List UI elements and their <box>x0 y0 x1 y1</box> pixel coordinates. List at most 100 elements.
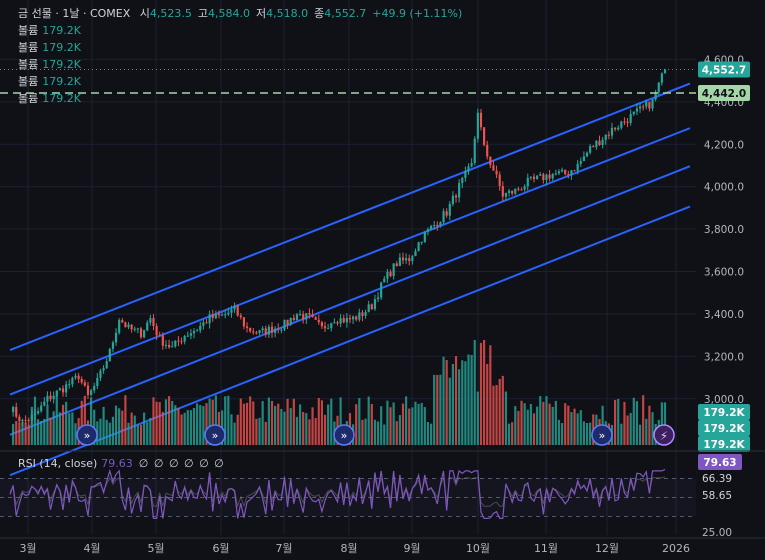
volume-bar <box>526 409 529 445</box>
volume-bar <box>507 423 511 445</box>
price-tick-label: 3,600.0 <box>704 267 744 279</box>
time-tick-label: 5월 <box>147 542 164 555</box>
volume-bar <box>358 398 361 445</box>
candle-body <box>545 174 548 181</box>
candle-body <box>205 322 208 324</box>
trend-channel-line[interactable] <box>9 165 691 436</box>
volume-bar <box>454 356 458 445</box>
candle-body <box>411 256 414 262</box>
candle-body <box>33 413 37 415</box>
high-label: 고 <box>197 7 209 20</box>
volume-bar <box>330 398 333 445</box>
candle-body <box>370 304 373 310</box>
candle-body <box>274 328 277 333</box>
volume-bar <box>648 405 651 445</box>
volume-bar <box>99 418 102 445</box>
candle-body <box>227 312 230 315</box>
rsi-legend[interactable]: RSI (14, close) 79.63 ∅ ∅ ∅ ∅ ∅ ∅ <box>18 457 225 470</box>
volume-bar <box>542 401 545 445</box>
volume-bar <box>511 422 514 445</box>
volume-bar <box>49 417 52 445</box>
event-marker-icon[interactable] <box>591 424 613 446</box>
candle-body <box>65 384 68 393</box>
candle-body <box>620 121 623 128</box>
candle-body <box>18 416 21 422</box>
event-marker-icon[interactable] <box>204 424 226 446</box>
volume-bar <box>192 407 196 445</box>
volume-badge: 179.2K <box>703 407 745 419</box>
symbol-header: 금 선물 · 1날 · COMEX 시4,523.5 고4,584.0 저4,518… <box>18 5 468 21</box>
volume-legend[interactable]: 볼륨 179.2K <box>18 90 81 106</box>
last-price-badge-bg <box>698 61 750 78</box>
candle-body <box>564 169 567 175</box>
volume-bar <box>473 340 476 445</box>
candle-body <box>43 401 46 406</box>
volume-bar <box>617 398 620 445</box>
volume-bar <box>564 403 567 445</box>
volume-bar <box>274 405 277 445</box>
volume-bar <box>245 402 249 445</box>
event-markers[interactable]: » » » » ⚡ <box>76 424 675 446</box>
trend-channel-line[interactable] <box>9 82 691 351</box>
candle-body <box>27 420 30 422</box>
event-marker-icon[interactable] <box>333 424 355 446</box>
candle-body <box>617 127 620 130</box>
volume-bar <box>489 345 492 445</box>
volume-bar <box>18 422 21 445</box>
lightning-icon[interactable] <box>653 424 675 446</box>
volume-bar <box>15 420 18 445</box>
volume-label: 볼륨 <box>18 92 39 105</box>
volume-bar <box>314 418 317 445</box>
price-tick-label: 3,400.0 <box>704 309 744 321</box>
volume-label: 볼륨 <box>18 41 39 54</box>
candle-body <box>623 121 626 123</box>
volume-legend[interactable]: 볼륨 179.2K <box>18 22 81 38</box>
volume-bar <box>361 419 364 445</box>
time-tick-label: 6월 <box>212 542 229 555</box>
volume-bar <box>277 403 280 445</box>
low-value: 4,518.0 <box>266 7 309 20</box>
candle-body <box>230 309 233 313</box>
candle-body <box>264 328 267 335</box>
candle-body <box>143 330 146 338</box>
volume-bar <box>90 397 93 445</box>
candle-body <box>252 331 255 333</box>
candle-body <box>55 390 58 396</box>
candle-body <box>654 92 657 100</box>
volume-legend[interactable]: 볼륨 179.2K <box>18 73 81 89</box>
volume-bar <box>573 408 576 445</box>
candle-body <box>635 108 639 112</box>
volume-bar <box>167 396 171 445</box>
volume-bar <box>239 398 242 445</box>
volume-value: 179.2K <box>42 92 81 105</box>
volume-bar <box>295 416 299 445</box>
candle-body <box>249 327 252 332</box>
volume-bar <box>171 400 174 445</box>
candle-body <box>311 314 314 318</box>
volume-bar <box>517 410 520 445</box>
volume-bar <box>645 418 648 445</box>
volume-bar <box>323 414 327 445</box>
candle-body <box>473 138 476 163</box>
candle-body <box>152 318 155 327</box>
candle-body <box>445 211 448 216</box>
trend-channel-line[interactable] <box>9 127 691 396</box>
candle-body <box>214 313 217 319</box>
event-marker-icon[interactable] <box>76 424 98 446</box>
volume-bar <box>620 423 623 445</box>
symbol-title[interactable]: 금 선물 · 1날 · COMEX <box>18 7 131 20</box>
volume-bar <box>249 396 252 445</box>
volume-bar <box>548 403 551 445</box>
rsi-value-badge-bg <box>698 454 742 470</box>
volume-bar <box>380 406 383 445</box>
volume-legend[interactable]: 볼륨 179.2K <box>18 56 81 72</box>
volume-bar <box>161 411 164 445</box>
candle-body <box>585 152 589 157</box>
rsi-pane[interactable]: 79.63 66.39 58.65 25.00 <box>0 450 765 539</box>
candle-body <box>417 242 420 251</box>
volume-legend[interactable]: 볼륨 179.2K <box>18 39 81 55</box>
time-axis[interactable]: 3월 4월 5월 6월 7월 8월 9월 10월 11월 12월 2026 <box>0 537 765 560</box>
candle-body <box>130 324 133 330</box>
volume-bar <box>305 413 308 445</box>
